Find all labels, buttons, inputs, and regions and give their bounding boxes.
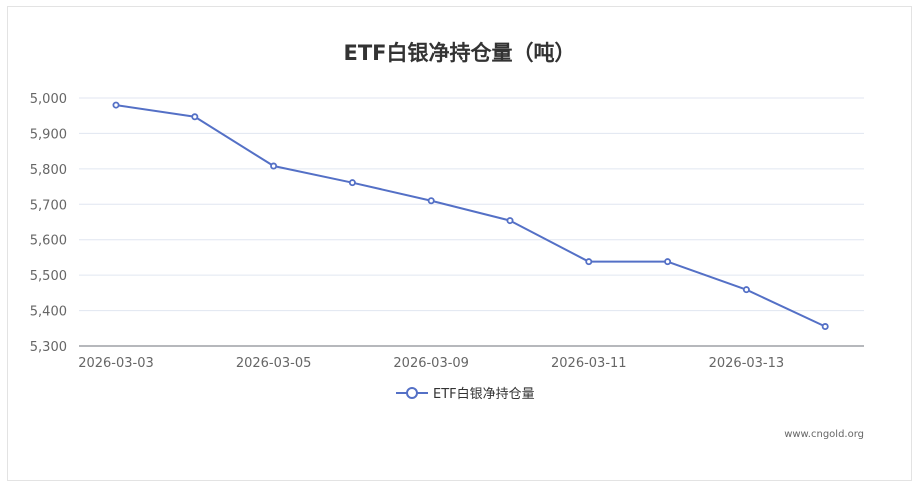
data-point[interactable] (742, 286, 750, 294)
data-point[interactable] (427, 197, 435, 205)
x-tick-label: 2026-03-09 (393, 356, 469, 371)
series-layer (112, 101, 829, 331)
y-tick-label: 5,600 (30, 234, 67, 249)
y-tick-label: 5,300 (30, 340, 67, 355)
y-axis-ticks: 5,300 5,400 5,500 5,600 5,700 5,800 5,900 5,000 (30, 92, 67, 355)
data-point[interactable] (506, 217, 514, 225)
y-tick-label: 5,000 (30, 92, 67, 107)
legend-marker-icon (406, 387, 418, 399)
chart-title: ETF白银净持仓量（吨） (343, 41, 576, 65)
x-axis: 2026-03-03 2026-03-05 2026-03-09 2026-03-11… (78, 345, 864, 371)
source-watermark: www.cngold.org (784, 429, 864, 440)
data-point[interactable] (348, 179, 356, 187)
legend-label: ETF白银净持仓量 (433, 386, 535, 402)
data-point[interactable] (585, 258, 593, 266)
data-point[interactable] (821, 323, 829, 331)
y-tick-label: 5,800 (30, 163, 67, 178)
x-tick-label: 2026-03-03 (78, 356, 154, 371)
data-point[interactable] (270, 162, 278, 170)
y-tick-label: 5,500 (30, 269, 67, 284)
chart-frame (7, 6, 912, 481)
y-tick-label: 5,700 (30, 198, 67, 213)
data-point[interactable] (664, 258, 672, 266)
data-point[interactable] (191, 113, 199, 121)
y-tick-label: 5,400 (30, 305, 67, 320)
x-tick-label: 2026-03-13 (709, 356, 785, 371)
data-point[interactable] (112, 101, 120, 109)
legend[interactable]: ETF白银净持仓量 (396, 386, 535, 402)
x-tick-label: 2026-03-05 (236, 356, 312, 371)
y-tick-label: 5,900 (30, 127, 67, 142)
grid-lines (79, 97, 864, 312)
series-line (115, 104, 826, 328)
x-tick-label: 2026-03-11 (551, 356, 627, 371)
